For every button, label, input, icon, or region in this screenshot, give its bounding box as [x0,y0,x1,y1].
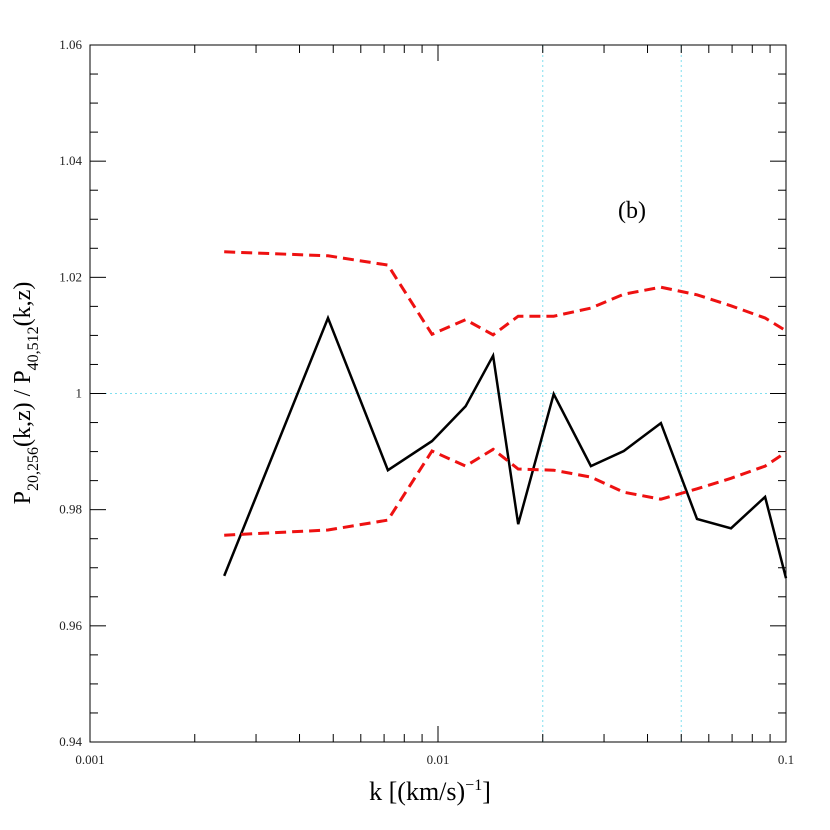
y-label-part: (k,z) [10,282,36,327]
y-axis-label: P20,256(k,z) / P40,512(k,z) [10,282,42,505]
y-label-subscript: 40,512 [25,326,42,370]
y-tick-label: 1.04 [59,153,82,168]
x-label-part: k [(km/s) [369,777,465,806]
y-tick-label: 0.94 [59,734,82,749]
x-tick-label: 0.01 [427,752,450,767]
y-tick-label: 1.06 [59,37,82,52]
x-tick-label: 0.1 [778,752,794,767]
y-label-part: (k,z) / P [10,370,36,447]
data-line [224,447,787,537]
y-tick-label: 0.98 [59,502,82,517]
y-tick-label: 1.02 [59,269,82,284]
y-label-part: P [10,491,36,504]
x-label-part: ] [482,777,491,806]
y-tick-label: 1 [76,386,83,401]
data-line [224,250,787,337]
y-tick-label: 0.96 [59,618,82,633]
data-line [223,314,788,579]
x-label-superscript: −1 [465,777,482,794]
x-tick-label: 0.001 [75,752,104,767]
annotation: (b) [618,198,646,224]
x-axis-label: k [(km/s)−1] [369,777,491,806]
y-label-subscript: 20,256 [25,447,42,491]
